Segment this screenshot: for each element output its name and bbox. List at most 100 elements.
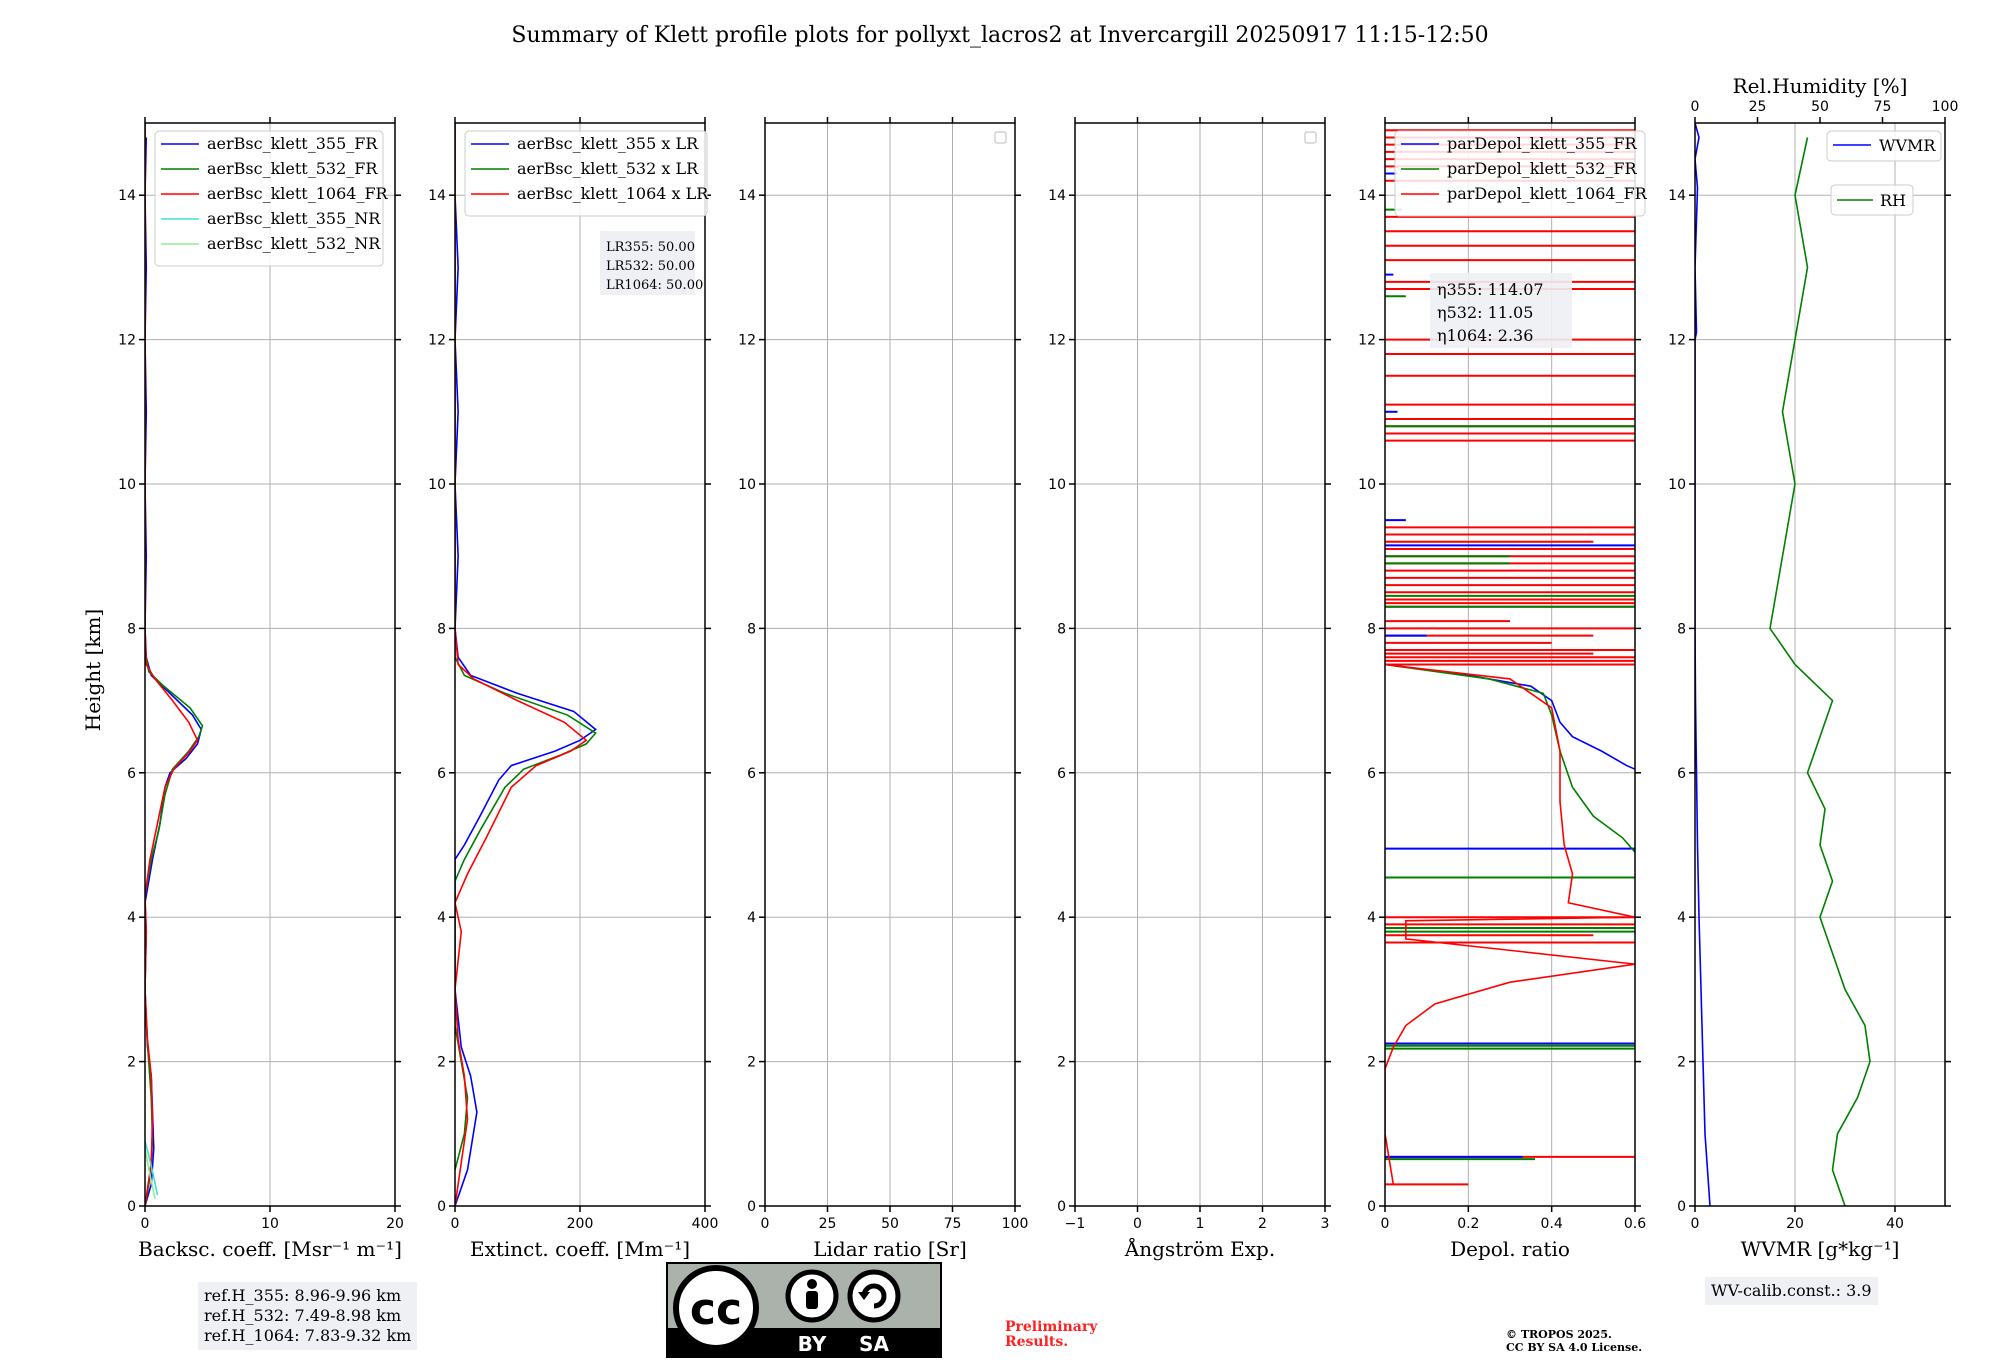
legend-wvmr: WVMR — [1826, 130, 1942, 162]
empty-legend-box — [1304, 131, 1317, 144]
xlabel-angstrom: Ångström Exp. — [1124, 1236, 1275, 1261]
y-axis-label: Height [km] — [81, 609, 105, 731]
ytick-label-14: 14 — [738, 188, 756, 204]
xtick-label-75: 75 — [944, 1216, 962, 1232]
top-xtick-label-100: 100 — [1932, 99, 1959, 115]
xtick-label-0.2: 0.2 — [1457, 1216, 1479, 1232]
series-backscatter-1 — [145, 123, 204, 1206]
panel-frame — [1384, 122, 1636, 1207]
ytick-label-10: 10 — [118, 477, 136, 493]
ytick-label-4: 4 — [1677, 910, 1686, 926]
xlabel-extinction: Extinct. coeff. [Mm⁻¹] — [470, 1237, 690, 1261]
ytick-label-10: 10 — [1048, 477, 1066, 493]
ytick-label-0: 0 — [127, 1199, 136, 1215]
ytick-label-12: 12 — [118, 333, 136, 349]
eta-line-2: η1064: 2.36 — [1437, 326, 1533, 345]
ytick-label-14: 14 — [428, 188, 446, 204]
by-label: BY — [798, 1332, 827, 1356]
xtick-label-0: 0 — [1133, 1216, 1142, 1232]
ytick-label-10: 10 — [738, 477, 756, 493]
ref-height-1064: ref.H_1064: 7.83-9.32 km — [204, 1326, 412, 1345]
ytick-label-2: 2 — [1677, 1055, 1686, 1071]
series-extinction-1 — [455, 123, 597, 1171]
ytick-label-2: 2 — [1367, 1055, 1376, 1071]
ytick-label-6: 6 — [1677, 766, 1686, 782]
ytick-label-12: 12 — [1358, 333, 1376, 349]
sa-label: SA — [859, 1332, 889, 1356]
legend-rh-label: RH — [1880, 191, 1906, 210]
ytick-label-2: 2 — [127, 1055, 136, 1071]
panel-lidar_ratio: 0 2 4 6 8 10 12 14 0 25 50 75 100 Lidar ratio [Sr] — [738, 117, 1028, 1261]
eta-line-0: η355: 114.07 — [1437, 280, 1544, 299]
xtick-label-25: 25 — [819, 1216, 837, 1232]
ytick-label-10: 10 — [1358, 477, 1376, 493]
xtick-label-0: 0 — [1691, 1216, 1700, 1232]
ytick-label-4: 4 — [747, 910, 756, 926]
ytick-label-0: 0 — [1057, 1199, 1066, 1215]
legend-box — [154, 130, 384, 267]
xtick-label-0: 0 — [141, 1216, 150, 1232]
ytick-label-0: 0 — [1367, 1199, 1376, 1215]
top-xtick-label-75: 75 — [1874, 99, 1892, 115]
figure-title: Summary of Klett profile plots for polly… — [511, 23, 1488, 48]
top-xtick-label-50: 50 — [1811, 99, 1829, 115]
ytick-label-8: 8 — [437, 621, 446, 637]
series-backscatter-3 — [145, 1140, 159, 1196]
ytick-label-6: 6 — [437, 766, 446, 782]
ref-height-355: ref.H_355: 8.96-9.96 km — [204, 1286, 402, 1305]
ytick-label-0: 0 — [747, 1199, 756, 1215]
preliminary-line-1: Preliminary — [1005, 1319, 1098, 1335]
legend-wvmr-label: WVMR — [1879, 136, 1936, 155]
copyright-note: © TROPOS 2025. CC BY SA 4.0 License. — [1506, 1328, 1642, 1354]
series-depol-1 — [1385, 663, 1635, 853]
xtick-label-1: 1 — [1196, 1216, 1205, 1232]
ytick-label-12: 12 — [428, 333, 446, 349]
ytick-label-8: 8 — [1677, 621, 1686, 637]
legend-label-1: parDepol_klett_532_FR — [1447, 159, 1638, 178]
ytick-label-14: 14 — [1358, 188, 1376, 204]
xtick-label-0.6: 0.6 — [1624, 1216, 1646, 1232]
xtick-label-3: 3 — [1321, 1216, 1330, 1232]
ref-height-532: ref.H_532: 7.49-8.98 km — [204, 1306, 402, 1325]
xlabel-depol: Depol. ratio — [1450, 1237, 1570, 1261]
cc-logo-text: cc — [690, 1284, 742, 1335]
top-xtick-label-0: 0 — [1691, 99, 1700, 115]
eta-box: η355: 114.07 η532: 11.05 η1064: 2.36 — [1430, 273, 1572, 348]
ytick-label-8: 8 — [1367, 621, 1376, 637]
xtick-label-0: 0 — [451, 1216, 460, 1232]
ytick-label-0: 0 — [1677, 1199, 1686, 1215]
xtick-label-50: 50 — [881, 1216, 899, 1232]
sa-share-icon — [847, 1269, 901, 1323]
legend-backscatter: aerBsc_klett_355_FR aerBsc_klett_532_FRae… — [154, 130, 389, 267]
empty-legend-box — [994, 131, 1007, 144]
legend-box — [464, 130, 708, 217]
xtick-label--1: −1 — [1065, 1216, 1086, 1232]
xlabel-backscatter: Backsc. coeff. [Msr⁻¹ m⁻¹] — [138, 1237, 402, 1261]
ytick-label-6: 6 — [1367, 766, 1376, 782]
xtick-label-20: 20 — [386, 1216, 404, 1232]
legend-box — [1394, 130, 1646, 217]
xtick-label-200: 200 — [567, 1216, 594, 1232]
cc-by-sa-badge: cc BY SA — [666, 1262, 942, 1358]
copyright-line-2: CC BY SA 4.0 License. — [1506, 1341, 1643, 1354]
xlabel-wvmr: WVMR [g*kg⁻¹] — [1741, 1237, 1900, 1261]
legend-label-2: parDepol_klett_1064_FR — [1447, 184, 1648, 203]
series-group — [145, 123, 204, 1206]
panel-frame — [1694, 122, 1946, 1207]
copyright-line-1: © TROPOS 2025. — [1506, 1328, 1612, 1341]
series-depol-2 — [1385, 663, 1635, 1185]
preliminary-line-2: Results. — [1005, 1334, 1069, 1350]
ytick-label-12: 12 — [1048, 333, 1066, 349]
ytick-label-4: 4 — [437, 910, 446, 926]
reference-heights-box: ref.H_355: 8.96-9.96 km ref.H_532: 7.49-… — [198, 1282, 418, 1350]
panel-backscatter: 0 2 4 6 8 10 12 14 0 10 20 Backsc. coeff. [Msr⁻¹ m⁻… — [118, 117, 404, 1261]
series-depol-0 — [1385, 663, 1635, 770]
ytick-label-4: 4 — [1057, 910, 1066, 926]
ytick-label-14: 14 — [118, 188, 136, 204]
lidar-ratio-box-bg — [600, 231, 695, 295]
xtick-label-100: 100 — [1002, 1216, 1029, 1232]
series-extinction-0 — [455, 195, 597, 1206]
